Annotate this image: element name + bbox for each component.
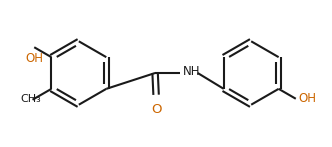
Text: O: O (151, 103, 161, 116)
Text: OH: OH (299, 92, 317, 105)
Text: NH: NH (183, 65, 200, 77)
Text: OH: OH (25, 52, 43, 65)
Text: CH₃: CH₃ (20, 94, 41, 104)
